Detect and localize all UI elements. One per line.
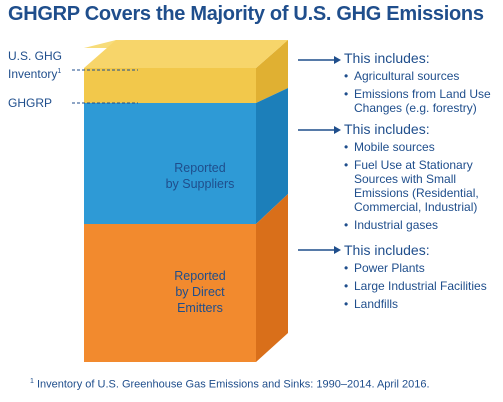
footnote-marker: 1 <box>30 378 34 385</box>
list-item: Agricultural sources <box>344 69 503 83</box>
suppliers-block-side <box>256 88 288 224</box>
list-item: Landfills <box>344 297 503 311</box>
footnote-text: Inventory of U.S. Greenhouse Gas Emissio… <box>36 378 430 391</box>
panel-heading: This includes: <box>344 121 430 137</box>
inventory-label-line2: Inventory <box>8 67 58 81</box>
suppliers-label-line: Reported <box>174 161 226 175</box>
footnote-marker: 1 <box>57 68 62 75</box>
direct-emitters-block-label: Reported by Direct Emitters <box>140 268 260 316</box>
list-item: Power Plants <box>344 261 503 275</box>
direct-label-line: Reported <box>174 269 226 283</box>
includes-list: Agricultural sources Emissions from Land… <box>344 69 503 115</box>
list-item: Fuel Use at Stationary Sources with Smal… <box>344 158 503 214</box>
includes-list: Power Plants Large Industrial Facilities… <box>344 261 503 311</box>
inventory-block-front <box>84 68 256 103</box>
ghgrp-label: GHGRP <box>8 96 53 110</box>
direct-label-line: Emitters <box>177 301 223 315</box>
arrow-icon <box>298 56 341 64</box>
list-item: Large Industrial Facilities <box>344 279 503 293</box>
arrow-icon <box>298 246 341 254</box>
inventory-includes-panel: This includes: Agricultural sources Emis… <box>344 50 503 119</box>
direct-emitters-block-side <box>256 194 288 362</box>
list-item: Industrial gases <box>344 218 503 232</box>
list-item: Emissions from Land Use Changes (e.g. fo… <box>344 87 503 115</box>
inventory-block-top <box>84 40 288 68</box>
panel-heading: This includes: <box>344 242 430 258</box>
includes-list: Mobile sources Fuel Use at Stationary So… <box>344 140 503 232</box>
inventory-block-side <box>256 40 288 103</box>
inventory-label-line1: U.S. GHG <box>8 49 63 63</box>
direct-label-line: by Direct <box>175 285 225 299</box>
suppliers-label-line: by Suppliers <box>165 177 235 191</box>
page-title: GHGRP Covers the Majority of U.S. GHG Em… <box>8 3 484 25</box>
direct-emitters-block-front <box>84 224 256 362</box>
arrow-icon <box>298 126 341 134</box>
direct-emitters-includes-panel: This includes: Power Plants Large Indust… <box>344 242 503 315</box>
footnote: 1 Inventory of U.S. Greenhouse Gas Emiss… <box>30 378 430 391</box>
list-item: Mobile sources <box>344 140 503 154</box>
suppliers-block-front <box>84 103 256 224</box>
suppliers-block-label: Reported by Suppliers <box>140 160 260 192</box>
panel-heading: This includes: <box>344 50 430 66</box>
suppliers-includes-panel: This includes: Mobile sources Fuel Use a… <box>344 121 503 236</box>
inventory-label: U.S. GHG Inventory1 <box>8 49 62 82</box>
